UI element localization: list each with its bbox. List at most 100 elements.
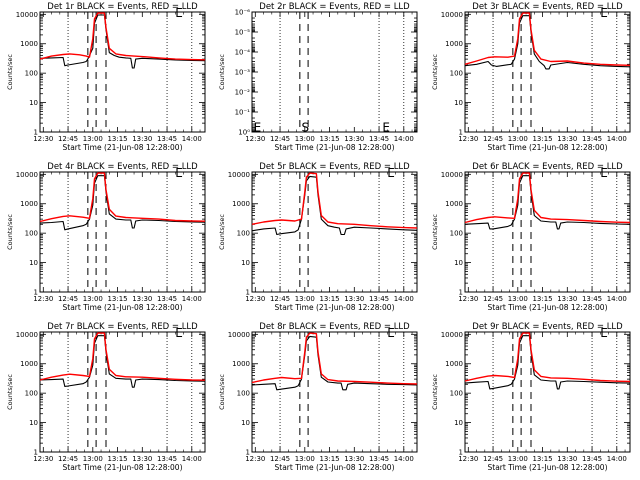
y-axis-label: Counts/sec [6,54,14,90]
x-tick-label: 12:30 [33,295,53,303]
x-tick-label: 13:15 [319,295,339,303]
x-axis-label: Start Time (21-Jun-08 12:28:00) [63,143,183,152]
panel-det9r: Det 9r BLACK = Events, RED = LLD 1 10 100 10… [431,322,631,472]
panel-title: Det 5r BLACK = Events, RED = LLD [259,162,410,172]
panel-title: Det 4r BLACK = Events, RED = LLD [47,162,198,172]
panel-det8r: Det 8r BLACK = Events, RED = LLD 1 10 100 10… [218,322,418,472]
panel-det6r: Det 6r BLACK = Events, RED = LLD 1 10 100 10… [431,162,631,312]
panel-title: Det 8r BLACK = Events, RED = LLD [259,322,410,332]
y-tick-label: 100 [450,390,463,398]
x-axis-label: Start Time (21-Jun-08 12:28:00) [63,463,183,472]
panel-det5r: Det 5r BLACK = Events, RED = LLD 1 10 100 10… [218,162,418,312]
marker-e: E [175,166,183,180]
x-tick-label: 13:45 [582,295,602,303]
x-tick-label: 12:45 [58,455,78,463]
x-tick-label: 12:45 [483,295,503,303]
x-tick-label: 14:00 [182,135,202,143]
y-tick-label: 10000 [228,171,250,179]
x-tick-label: 13:30 [557,455,577,463]
y-tick-label: 100 [25,390,38,398]
events-series-line [251,335,418,391]
panel-det4r: Det 4r BLACK = Events, RED = LLD 1 10 100 10… [6,162,206,312]
y-tick-label: 100 [25,70,38,78]
panel-det3r: Det 3r BLACK = Events, RED = LLD 1 10 100 10… [431,2,631,152]
lld-series-line [39,332,206,381]
plot-frame [464,331,631,453]
marker-s: S [302,121,310,135]
x-tick-label: 13:00 [295,135,315,143]
y-tick-label: 10⁻³ [235,69,251,77]
y-tick-label: 1 [246,289,250,297]
x-tick-label: 13:15 [107,135,127,143]
y-tick-label: 1 [34,449,38,457]
y-tick-label: 1000 [20,200,38,208]
events-series-line [39,14,206,69]
panel-det1r: Det 1r BLACK = Events, RED = LLD 1 10 100 10… [6,2,206,152]
y-tick-label: 10000 [441,331,463,339]
x-tick-label: 13:15 [107,455,127,463]
y-tick-label: 10⁰ [238,129,250,137]
y-tick-label: 10⁻⁴ [235,49,251,57]
y-tick-label: 1000 [20,360,38,368]
x-tick-label: 13:45 [157,455,177,463]
y-axis-label: Counts/sec [6,214,14,250]
x-tick-label: 12:45 [270,295,290,303]
y-tick-label: 10 [29,99,38,107]
panel-det7r: Det 7r BLACK = Events, RED = LLD 1 10 100 10… [6,322,206,472]
y-tick-label: 10 [241,259,250,267]
y-tick-label: 1000 [445,360,463,368]
x-tick-label: 13:15 [107,295,127,303]
plot-frame [39,11,206,133]
plot-frame [39,171,206,293]
marker-e: E [387,166,395,180]
x-tick-label: 13:00 [508,455,528,463]
y-tick-label: 1000 [232,200,250,208]
y-tick-label: 1 [246,449,250,457]
x-tick-label: 14:00 [607,135,627,143]
y-axis-label: Counts/sec [218,54,226,90]
y-tick-label: 100 [237,230,250,238]
x-tick-label: 13:30 [557,295,577,303]
y-tick-label: 1 [459,449,463,457]
y-tick-label: 10 [454,99,463,107]
x-tick-label: 13:45 [369,135,389,143]
y-tick-label: 100 [237,390,250,398]
panel-title: Det 9r BLACK = Events, RED = LLD [472,322,623,332]
y-axis-label: Counts/sec [431,54,439,90]
x-tick-label: 13:45 [157,135,177,143]
x-tick-label: 13:45 [582,455,602,463]
x-tick-label: 13:15 [319,135,339,143]
y-tick-label: 10 [29,259,38,267]
marker-e: E [600,166,608,180]
plot-frame [251,331,418,453]
marker-e: E [175,6,183,20]
x-tick-label: 14:00 [394,455,414,463]
lld-series-line [464,172,631,224]
marker-e: E [175,326,183,340]
y-tick-label: 10000 [16,331,38,339]
y-tick-label: 10⁻⁶ [235,9,251,17]
x-tick-label: 13:15 [532,455,552,463]
lld-series-line [251,332,418,385]
y-tick-label: 100 [25,230,38,238]
x-tick-label: 12:30 [458,295,478,303]
x-tick-label: 13:15 [532,135,552,143]
x-tick-label: 12:45 [270,455,290,463]
x-tick-label: 13:30 [132,455,152,463]
x-tick-label: 14:00 [394,135,414,143]
x-tick-label: 13:45 [369,455,389,463]
x-tick-label: 12:30 [245,455,265,463]
x-tick-label: 12:45 [483,135,503,143]
y-tick-label: 10 [29,419,38,427]
y-tick-label: 10 [454,259,463,267]
y-tick-label: 1000 [20,40,38,48]
x-tick-label: 13:00 [83,295,103,303]
x-tick-label: 13:00 [83,135,103,143]
y-tick-label: 1 [34,129,38,137]
panel-title: Det 6r BLACK = Events, RED = LLD [472,162,623,172]
x-axis-label: Start Time (21-Jun-08 12:28:00) [275,463,395,472]
x-tick-label: 13:45 [582,135,602,143]
x-tick-label: 13:00 [83,455,103,463]
x-tick-label: 12:45 [483,455,503,463]
x-tick-label: 12:45 [58,295,78,303]
